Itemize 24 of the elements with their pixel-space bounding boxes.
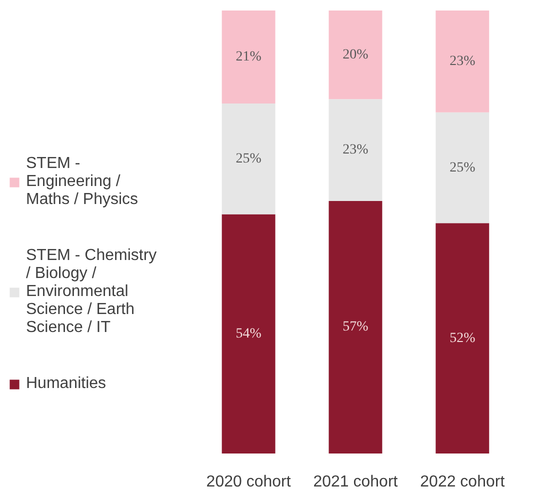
data-label: 23% bbox=[450, 54, 476, 69]
bar bbox=[328, 10, 382, 100]
legend-label: Humanities bbox=[26, 375, 106, 393]
data-label: 57% bbox=[342, 320, 369, 335]
bar bbox=[436, 112, 490, 224]
x-tick-label: 2021 cohort bbox=[313, 474, 398, 490]
data-label: 52% bbox=[450, 330, 476, 346]
data-label: 20% bbox=[342, 47, 369, 62]
data-label: 25% bbox=[450, 160, 476, 176]
legend-label: STEM - Chemistry / Biology / Environmental Science / Earth Science / IT bbox=[26, 247, 157, 337]
data-label: 25% bbox=[236, 151, 262, 166]
x-tick-label: 2020 cohort bbox=[206, 474, 292, 490]
bar bbox=[328, 99, 382, 201]
data-label: 23% bbox=[342, 142, 369, 158]
bar bbox=[222, 104, 276, 214]
x-tick-label: 2022 cohort bbox=[420, 474, 506, 490]
bar bbox=[328, 200, 382, 454]
bar bbox=[222, 214, 276, 454]
legend-label: STEM - Engineering / Maths / Physics bbox=[26, 155, 138, 209]
data-label: 21% bbox=[236, 50, 262, 65]
bar bbox=[436, 10, 490, 112]
bar bbox=[436, 223, 490, 454]
data-label: 54% bbox=[236, 326, 262, 342]
bar bbox=[222, 10, 276, 104]
